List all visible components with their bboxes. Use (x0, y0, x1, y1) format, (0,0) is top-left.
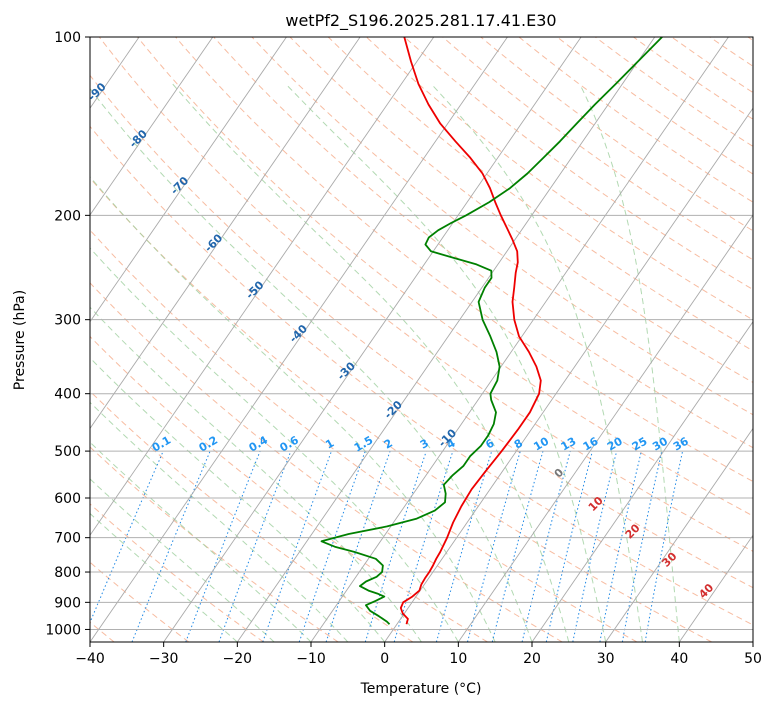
mixing-ratio-line (521, 450, 571, 642)
dry-adiabat-line (518, 37, 753, 203)
moist-adiabat-line (90, 247, 459, 642)
isotherm-line (163, 37, 582, 642)
dry-adiabat-line (289, 37, 753, 384)
y-tick-label: 800 (54, 565, 81, 581)
dry-adiabat-line (595, 37, 753, 148)
moist-adiabat-line (430, 83, 643, 642)
dry-adiabat-line (90, 177, 712, 642)
isotherm-line (90, 37, 435, 537)
isotherm-line (90, 37, 361, 430)
y-tick-label: 200 (54, 208, 81, 224)
moist-adiabat-line (90, 357, 386, 642)
background-lines (90, 37, 753, 642)
moist-adiabat-line (90, 401, 349, 642)
x-tick-label: 40 (670, 651, 688, 667)
dry-adiabat-line (137, 37, 753, 517)
isotherm-line (90, 37, 214, 216)
x-tick-label: 0 (380, 651, 389, 667)
moist-adiabat-line (90, 87, 533, 642)
moist-adiabat-line (90, 478, 275, 642)
isotherm-line (605, 427, 753, 642)
y-tick-label: 400 (54, 387, 81, 403)
isotherm-line (384, 107, 753, 642)
moist-adiabat-line (90, 441, 312, 642)
series-lines (320, 37, 663, 625)
moist-adiabat-line (285, 83, 607, 642)
plot-frame (89, 36, 754, 643)
x-tick-label: 30 (597, 651, 615, 667)
mixing-ratio-line (185, 450, 261, 642)
y-axis: 1000 900 800 700 600 500 400 300 200 100 (45, 30, 90, 638)
isotherm-line (236, 37, 656, 642)
moist-adiabat-line (90, 176, 496, 642)
dry-adiabat-line (90, 282, 563, 642)
chart-title: wetPf2_S196.2025.281.17.41.E30 (285, 11, 556, 31)
dry-adiabat-line (327, 37, 753, 352)
y-tick-label: 500 (54, 444, 81, 460)
y-tick-label: 300 (54, 313, 81, 329)
dry-adiabat-line (175, 37, 753, 483)
dry-adiabat-line (90, 503, 264, 642)
dry-adiabat-line (90, 229, 638, 642)
y-tick-label: 100 (54, 30, 81, 46)
isotherm-line (678, 534, 753, 642)
x-tick-label: 10 (449, 651, 467, 667)
dry-adiabat-line (556, 37, 753, 175)
dry-adiabat-line (251, 37, 753, 416)
isotherm-line (90, 37, 287, 323)
dry-adiabat-line (98, 37, 753, 552)
x-tick-label: −10 (296, 651, 326, 667)
dry-adiabat-line (213, 37, 753, 449)
mixing-ratio-line (298, 450, 366, 642)
grid-lines (90, 37, 753, 642)
dry-adiabat-line (404, 37, 753, 291)
dry-adiabat-line (480, 37, 753, 232)
dry-adiabat-line (90, 335, 488, 642)
y-tick-label: 700 (54, 531, 81, 547)
mixing-ratio-line (131, 450, 211, 642)
mixing-ratio-line (572, 450, 618, 642)
moist-adiabat-line (90, 306, 422, 642)
isotherm-line (531, 320, 753, 642)
x-tick-label: 20 (523, 651, 541, 667)
mixing-ratio-line (218, 450, 292, 642)
dewpoint-profile (320, 37, 663, 625)
isotherm-line (457, 214, 753, 642)
mixing-ratio-line (467, 450, 521, 642)
y-tick-label: 900 (54, 595, 81, 611)
dry-adiabat-line (90, 125, 753, 626)
mixing-ratio-line (325, 450, 391, 642)
mixing-ratio-line (262, 450, 332, 642)
temperature-profile (399, 37, 542, 625)
y-axis-label: Pressure (hPa) (12, 290, 28, 390)
x-tick-label: −20 (223, 651, 253, 667)
x-tick-label: −40 (75, 651, 105, 667)
isotherm-line (310, 37, 729, 642)
mixing-ratio-line (545, 450, 593, 642)
y-tick-label: 1000 (45, 622, 81, 638)
mixing-ratio-line (90, 450, 164, 624)
x-axis: −40 −30 −20 −10 0 10 20 30 40 50 (75, 642, 762, 667)
mixing-ratio-line (435, 450, 493, 642)
mixing-ratio-line (364, 450, 427, 642)
moist-adiabat-line (90, 512, 238, 642)
x-tick-label: −30 (149, 651, 179, 667)
moist-adiabat-line (579, 83, 680, 642)
y-tick-label: 600 (54, 491, 81, 507)
x-tick-label: 50 (744, 651, 762, 667)
x-axis-label: Temperature (°C) (360, 681, 482, 697)
isotherm-line (90, 37, 508, 642)
moist-adiabat-line (172, 83, 570, 642)
